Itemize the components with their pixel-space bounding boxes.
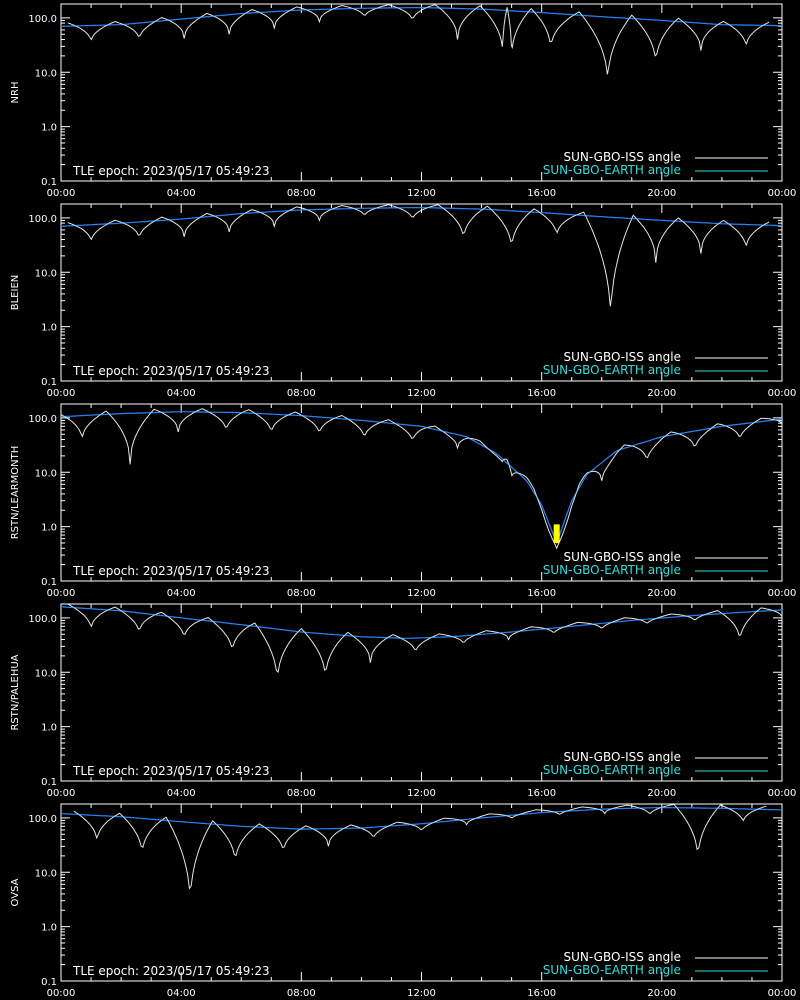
y-axis-label: OVSA [10, 878, 21, 906]
x-tick-label: 00:00 [768, 388, 797, 399]
x-tick-label: 00:00 [47, 788, 76, 799]
y-tick-label: 0.1 [41, 377, 57, 388]
series-sun-gbo-earth-angle-overlay [61, 6, 782, 27]
yellow-marker [553, 524, 560, 543]
y-tick-label: 1.0 [41, 923, 57, 934]
y-tick-label: 1.0 [41, 123, 57, 134]
series-sun-gbo-earth-angle-overlay [61, 806, 782, 830]
legend-entry-iss: SUN-GBO-ISS angle [564, 750, 681, 764]
x-tick-label: 00:00 [47, 188, 76, 199]
x-tick-label: 16:00 [527, 788, 556, 799]
x-tick-label: 12:00 [407, 388, 436, 399]
y-tick-label: 10.0 [35, 268, 57, 279]
tle-epoch-annotation: TLE epoch: 2023/05/17 05:49:23 [72, 164, 270, 178]
plot-area [61, 804, 782, 890]
legend-entry-earth: SUN-GBO-EARTH angle [543, 563, 681, 577]
series-sun-gbo-iss-angle [67, 204, 770, 307]
tle-epoch-annotation: TLE epoch: 2023/05/17 05:49:23 [72, 364, 270, 378]
x-tick-label: 00:00 [768, 588, 797, 599]
y-tick-label: 0.1 [41, 577, 57, 588]
legend-entry-iss: SUN-GBO-ISS angle [564, 550, 681, 564]
y-tick-label: 1.0 [41, 523, 57, 534]
x-tick-label: 16:00 [527, 388, 556, 399]
legend-entry-earth: SUN-GBO-EARTH angle [543, 763, 681, 777]
tle-epoch-annotation: TLE epoch: 2023/05/17 05:49:23 [72, 564, 270, 578]
legend-entry-earth: SUN-GBO-EARTH angle [543, 963, 681, 977]
x-tick-label: 20:00 [647, 388, 676, 399]
x-tick-label: 12:00 [407, 188, 436, 199]
y-tick-label: 1.0 [41, 323, 57, 334]
x-tick-label: 00:00 [47, 588, 76, 599]
legend-entry-iss: SUN-GBO-ISS angle [564, 950, 681, 964]
x-tick-label: 20:00 [647, 788, 676, 799]
x-tick-label: 08:00 [287, 788, 316, 799]
x-tick-label: 04:00 [167, 588, 196, 599]
chart-panel-rstn-palehua: 0.1 1.0 10.0 100.0 00:00 04:00 08:00 12:00 16:00… [10, 603, 797, 799]
x-tick-label: 16:00 [527, 188, 556, 199]
tle-epoch-annotation: TLE epoch: 2023/05/17 05:49:23 [72, 964, 270, 978]
x-tick-label: 12:00 [407, 788, 436, 799]
series-sun-gbo-earth-angle-overlay [61, 206, 782, 227]
y-axis-label: RSTN/LEARMONTH [10, 446, 21, 540]
legend-entry-earth: SUN-GBO-EARTH angle [543, 363, 681, 377]
y-tick-label: 10.0 [35, 668, 57, 679]
chart-panel-ovsa: 0.1 1.0 10.0 100.0 00:00 04:00 08:00 12:00 16:00… [10, 803, 797, 999]
legend-entry-iss: SUN-GBO-ISS angle [564, 150, 681, 164]
x-tick-label: 08:00 [287, 988, 316, 999]
y-tick-label: 0.1 [41, 177, 57, 188]
y-tick-label: 10.0 [35, 68, 57, 79]
x-tick-label: 08:00 [287, 588, 316, 599]
plot-area [61, 604, 782, 673]
x-tick-label: 00:00 [47, 988, 76, 999]
x-tick-label: 00:00 [47, 388, 76, 399]
x-tick-label: 08:00 [287, 188, 316, 199]
x-tick-label: 04:00 [167, 788, 196, 799]
y-tick-label: 0.1 [41, 977, 57, 988]
x-tick-label: 04:00 [167, 188, 196, 199]
y-tick-label: 10.0 [35, 468, 57, 479]
x-tick-label: 08:00 [287, 388, 316, 399]
x-tick-label: 20:00 [647, 188, 676, 199]
x-tick-label: 04:00 [167, 988, 196, 999]
y-axis-label: NRH [10, 82, 21, 104]
plot-area [61, 4, 782, 75]
x-tick-label: 12:00 [407, 988, 436, 999]
x-tick-label: 12:00 [407, 588, 436, 599]
y-axis-label: RSTN/PALEHUA [10, 654, 21, 730]
y-tick-label: 100.0 [28, 614, 57, 625]
y-tick-label: 100.0 [28, 14, 57, 25]
tle-epoch-annotation: TLE epoch: 2023/05/17 05:49:23 [72, 764, 270, 778]
x-tick-label: 20:00 [647, 988, 676, 999]
y-tick-label: 1.0 [41, 723, 57, 734]
legend-entry-earth: SUN-GBO-EARTH angle [543, 163, 681, 177]
series-sun-gbo-iss-angle [73, 804, 767, 890]
y-tick-label: 100.0 [28, 214, 57, 225]
series-sun-gbo-iss-angle [67, 4, 770, 75]
x-tick-label: 04:00 [167, 388, 196, 399]
chart-panel-bleien: 0.1 1.0 10.0 100.0 00:00 04:00 08:00 12:00 16:00… [10, 203, 797, 399]
y-axis-label: BLEIEN [10, 275, 21, 311]
y-tick-label: 100.0 [28, 414, 57, 425]
series-sun-gbo-earth-angle [61, 411, 782, 545]
x-tick-label: 16:00 [527, 588, 556, 599]
chart-panel-nrh: 0.1 1.0 10.0 100.0 00:00 04:00 08:00 12:00 16:00… [10, 3, 797, 199]
series-sun-gbo-earth-angle-overlay [61, 606, 782, 639]
x-tick-label: 00:00 [768, 988, 797, 999]
x-tick-label: 00:00 [768, 788, 797, 799]
series-sun-gbo-iss-angle [61, 408, 782, 550]
plot-area [61, 408, 782, 550]
series-sun-gbo-earth-angle-overlay [61, 411, 782, 545]
y-tick-label: 0.1 [41, 777, 57, 788]
y-tick-label: 100.0 [28, 814, 57, 825]
legend-entry-iss: SUN-GBO-ISS angle [564, 350, 681, 364]
x-tick-label: 20:00 [647, 588, 676, 599]
x-tick-label: 16:00 [527, 988, 556, 999]
y-tick-label: 10.0 [35, 868, 57, 879]
chart-panel-rstn-learmonth: 0.1 1.0 10.0 100.0 00:00 04:00 08:00 12:00 16:00… [10, 403, 797, 599]
x-tick-label: 00:00 [768, 188, 797, 199]
plot-area [61, 204, 782, 307]
